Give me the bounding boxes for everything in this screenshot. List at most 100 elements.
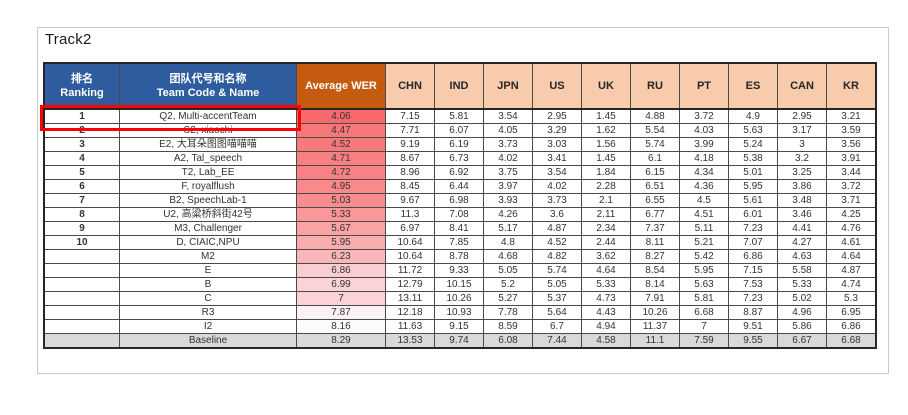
wer-value-cell: 4.05	[483, 123, 533, 138]
rank-cell	[43, 305, 120, 320]
wer-value-cell: 5.63	[679, 277, 729, 292]
wer-value-cell: 4.36	[679, 179, 729, 194]
wer-value-cell: 4.41	[777, 221, 827, 236]
wer-value-cell: 2.44	[581, 235, 631, 250]
rank-cell: 10	[43, 235, 120, 250]
wer-value-cell: 3.73	[483, 137, 533, 152]
wer-value-cell: 3.72	[826, 179, 877, 194]
team-name-cell: F, royalflush	[119, 179, 297, 194]
wer-value-cell: 3.75	[483, 165, 533, 180]
wer-value-cell: 4.03	[679, 123, 729, 138]
table-row: 1 Q2, Multi-accentTeam 4.06 7.15 5.81 3.54 2.9…	[43, 108, 877, 124]
team-name-cell: M2	[119, 249, 297, 264]
table-row: M2 6.23 10.64 8.78 4.68 4.82 3.62 8.27 5.42 6.86 4…	[43, 249, 877, 264]
wer-value-cell: 6.15	[630, 165, 680, 180]
wer-value-cell: 6.86	[826, 319, 877, 334]
wer-value-cell: 6.08	[483, 333, 533, 349]
wer-value-cell: 4.96	[777, 305, 827, 320]
wer-value-cell: 6.7	[532, 319, 582, 334]
table-row: 8 U2, 高粱桥斜街42号 5.33 11.3 7.08 4.26 3.6 2.11 6.77…	[43, 207, 877, 222]
header-country-es: ES	[728, 62, 778, 110]
team-name-cell: M3, Challenger	[119, 221, 297, 236]
rank-cell: 5	[43, 165, 120, 180]
wer-value-cell: 9.67	[385, 193, 435, 208]
wer-value-cell: 5.95	[728, 179, 778, 194]
wer-value-cell: 4.34	[679, 165, 729, 180]
wer-value-cell: 4.68	[483, 249, 533, 264]
wer-value-cell: 6.67	[777, 333, 827, 349]
wer-value-cell: 7	[679, 319, 729, 334]
wer-value-cell: 8.78	[434, 249, 484, 264]
rank-cell	[43, 249, 120, 264]
wer-value-cell: 13.53	[385, 333, 435, 349]
page-title: Track2	[45, 31, 92, 48]
rank-cell: 2	[43, 123, 120, 138]
avg-wer-cell: 4.52	[296, 137, 386, 152]
wer-value-cell: 5.05	[483, 263, 533, 278]
wer-value-cell: 4.94	[581, 319, 631, 334]
wer-value-cell: 6.95	[826, 305, 877, 320]
header-country-pt: PT	[679, 62, 729, 110]
wer-value-cell: 12.18	[385, 305, 435, 320]
wer-value-cell: 5.33	[777, 277, 827, 292]
wer-value-cell: 3.59	[826, 123, 877, 138]
wer-value-cell: 7.53	[728, 277, 778, 292]
wer-value-cell: 4.73	[581, 291, 631, 306]
wer-value-cell: 5.11	[679, 221, 729, 236]
wer-value-cell: 8.11	[630, 235, 680, 250]
header-rank-zh: 排名	[71, 73, 93, 85]
wer-value-cell: 5.24	[728, 137, 778, 152]
wer-value-cell: 1.84	[581, 165, 631, 180]
wer-value-cell: 7.59	[679, 333, 729, 349]
wer-value-cell: 4.02	[483, 151, 533, 166]
wer-value-cell: 11.37	[630, 319, 680, 334]
wer-value-cell: 6.68	[826, 333, 877, 349]
wer-value-cell: 6.92	[434, 165, 484, 180]
results-table-body: 1 Q2, Multi-accentTeam 4.06 7.15 5.81 3.54 2.9…	[43, 108, 877, 349]
wer-value-cell: 7.37	[630, 221, 680, 236]
wer-value-cell: 5.2	[483, 277, 533, 292]
wer-value-cell: 8.45	[385, 179, 435, 194]
wer-value-cell: 5.37	[532, 291, 582, 306]
wer-value-cell: 7.15	[385, 108, 435, 124]
wer-value-cell: 8.87	[728, 305, 778, 320]
wer-value-cell: 9.19	[385, 137, 435, 152]
header-team-en: Team Code & Name	[156, 87, 260, 99]
wer-value-cell: 7.23	[728, 291, 778, 306]
wer-value-cell: 8.67	[385, 151, 435, 166]
wer-value-cell: 4.88	[630, 108, 680, 124]
wer-value-cell: 3.2	[777, 151, 827, 166]
wer-value-cell: 13.11	[385, 291, 435, 306]
table-row: R3 7.87 12.18 10.93 7.78 5.64 4.43 10.26 6.68 8.8…	[43, 305, 877, 320]
wer-value-cell: 8.96	[385, 165, 435, 180]
wer-value-cell: 3.54	[483, 108, 533, 124]
team-name-cell: Baseline	[119, 333, 297, 349]
table-row: B 6.99 12.79 10.15 5.2 5.05 5.33 8.14 5.63 7.53 5.…	[43, 277, 877, 292]
wer-value-cell: 2.28	[581, 179, 631, 194]
rank-cell: 3	[43, 137, 120, 152]
wer-value-cell: 3.93	[483, 193, 533, 208]
wer-value-cell: 10.64	[385, 249, 435, 264]
wer-value-cell: 1.45	[581, 108, 631, 124]
wer-value-cell: 9.55	[728, 333, 778, 349]
wer-value-cell: 11.3	[385, 207, 435, 222]
team-name-cell: D, CIAIC,NPU	[119, 235, 297, 250]
wer-value-cell: 7.85	[434, 235, 484, 250]
wer-value-cell: 2.1	[581, 193, 631, 208]
avg-wer-cell: 6.86	[296, 263, 386, 278]
wer-value-cell: 7.23	[728, 221, 778, 236]
wer-value-cell: 4.58	[581, 333, 631, 349]
avg-wer-cell: 5.03	[296, 193, 386, 208]
wer-value-cell: 6.77	[630, 207, 680, 222]
wer-value-cell: 7.07	[728, 235, 778, 250]
wer-value-cell: 3.46	[777, 207, 827, 222]
wer-value-cell: 5.61	[728, 193, 778, 208]
avg-wer-cell: 4.72	[296, 165, 386, 180]
wer-value-cell: 4.82	[532, 249, 582, 264]
team-name-cell: I2	[119, 319, 297, 334]
wer-value-cell: 5.42	[679, 249, 729, 264]
wer-value-cell: 3.62	[581, 249, 631, 264]
rank-cell: 7	[43, 193, 120, 208]
wer-value-cell: 3.86	[777, 179, 827, 194]
rank-cell: 9	[43, 221, 120, 236]
